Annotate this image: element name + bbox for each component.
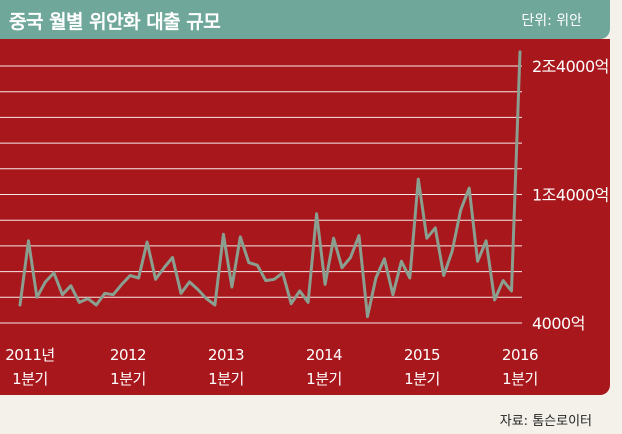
unit-label: 단위: 위안 (521, 13, 582, 29)
y-tick-label: 4000억 (532, 314, 585, 333)
y-tick-label: 1조4000억 (532, 186, 609, 205)
x-tick-label: 2014 1분기 (306, 346, 342, 388)
plot-panel (0, 39, 610, 395)
x-tick-label: 2015 1분기 (404, 346, 440, 388)
x-tick-label: 2013 1분기 (208, 346, 244, 388)
series-layer (18, 50, 522, 319)
source-note: 자료: 톰슨로이터 (499, 414, 592, 429)
x-tick-label: 2012 1분기 (110, 346, 146, 388)
title-bar: 중국 월별 위안화 대출 규모 단위: 위안 (0, 0, 610, 39)
x-tick-label: 2011년 1분기 (5, 346, 54, 388)
x-tick-label: 2016 1분기 (502, 346, 538, 388)
chart-title: 중국 월별 위안화 대출 규모 (9, 11, 221, 33)
series-line (18, 50, 522, 319)
axis-labels: 2조4000억 1조4000억 4000억 2011년 1분기 2012 1분기 2013 1분… (5, 57, 609, 388)
y-tick-label: 2조4000억 (532, 57, 609, 76)
gridlines (0, 65, 522, 324)
